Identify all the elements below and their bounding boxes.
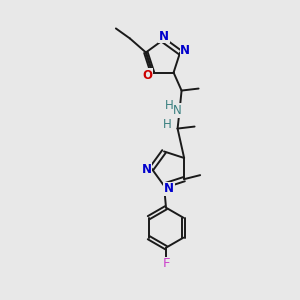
Text: N: N [159, 29, 169, 43]
Text: H: H [163, 118, 172, 131]
Text: N: N [142, 163, 152, 176]
Text: N: N [180, 44, 190, 57]
Text: N: N [173, 104, 182, 117]
Text: F: F [162, 257, 170, 270]
Text: N: N [164, 182, 174, 195]
Text: O: O [142, 69, 152, 82]
Text: H: H [165, 99, 174, 112]
